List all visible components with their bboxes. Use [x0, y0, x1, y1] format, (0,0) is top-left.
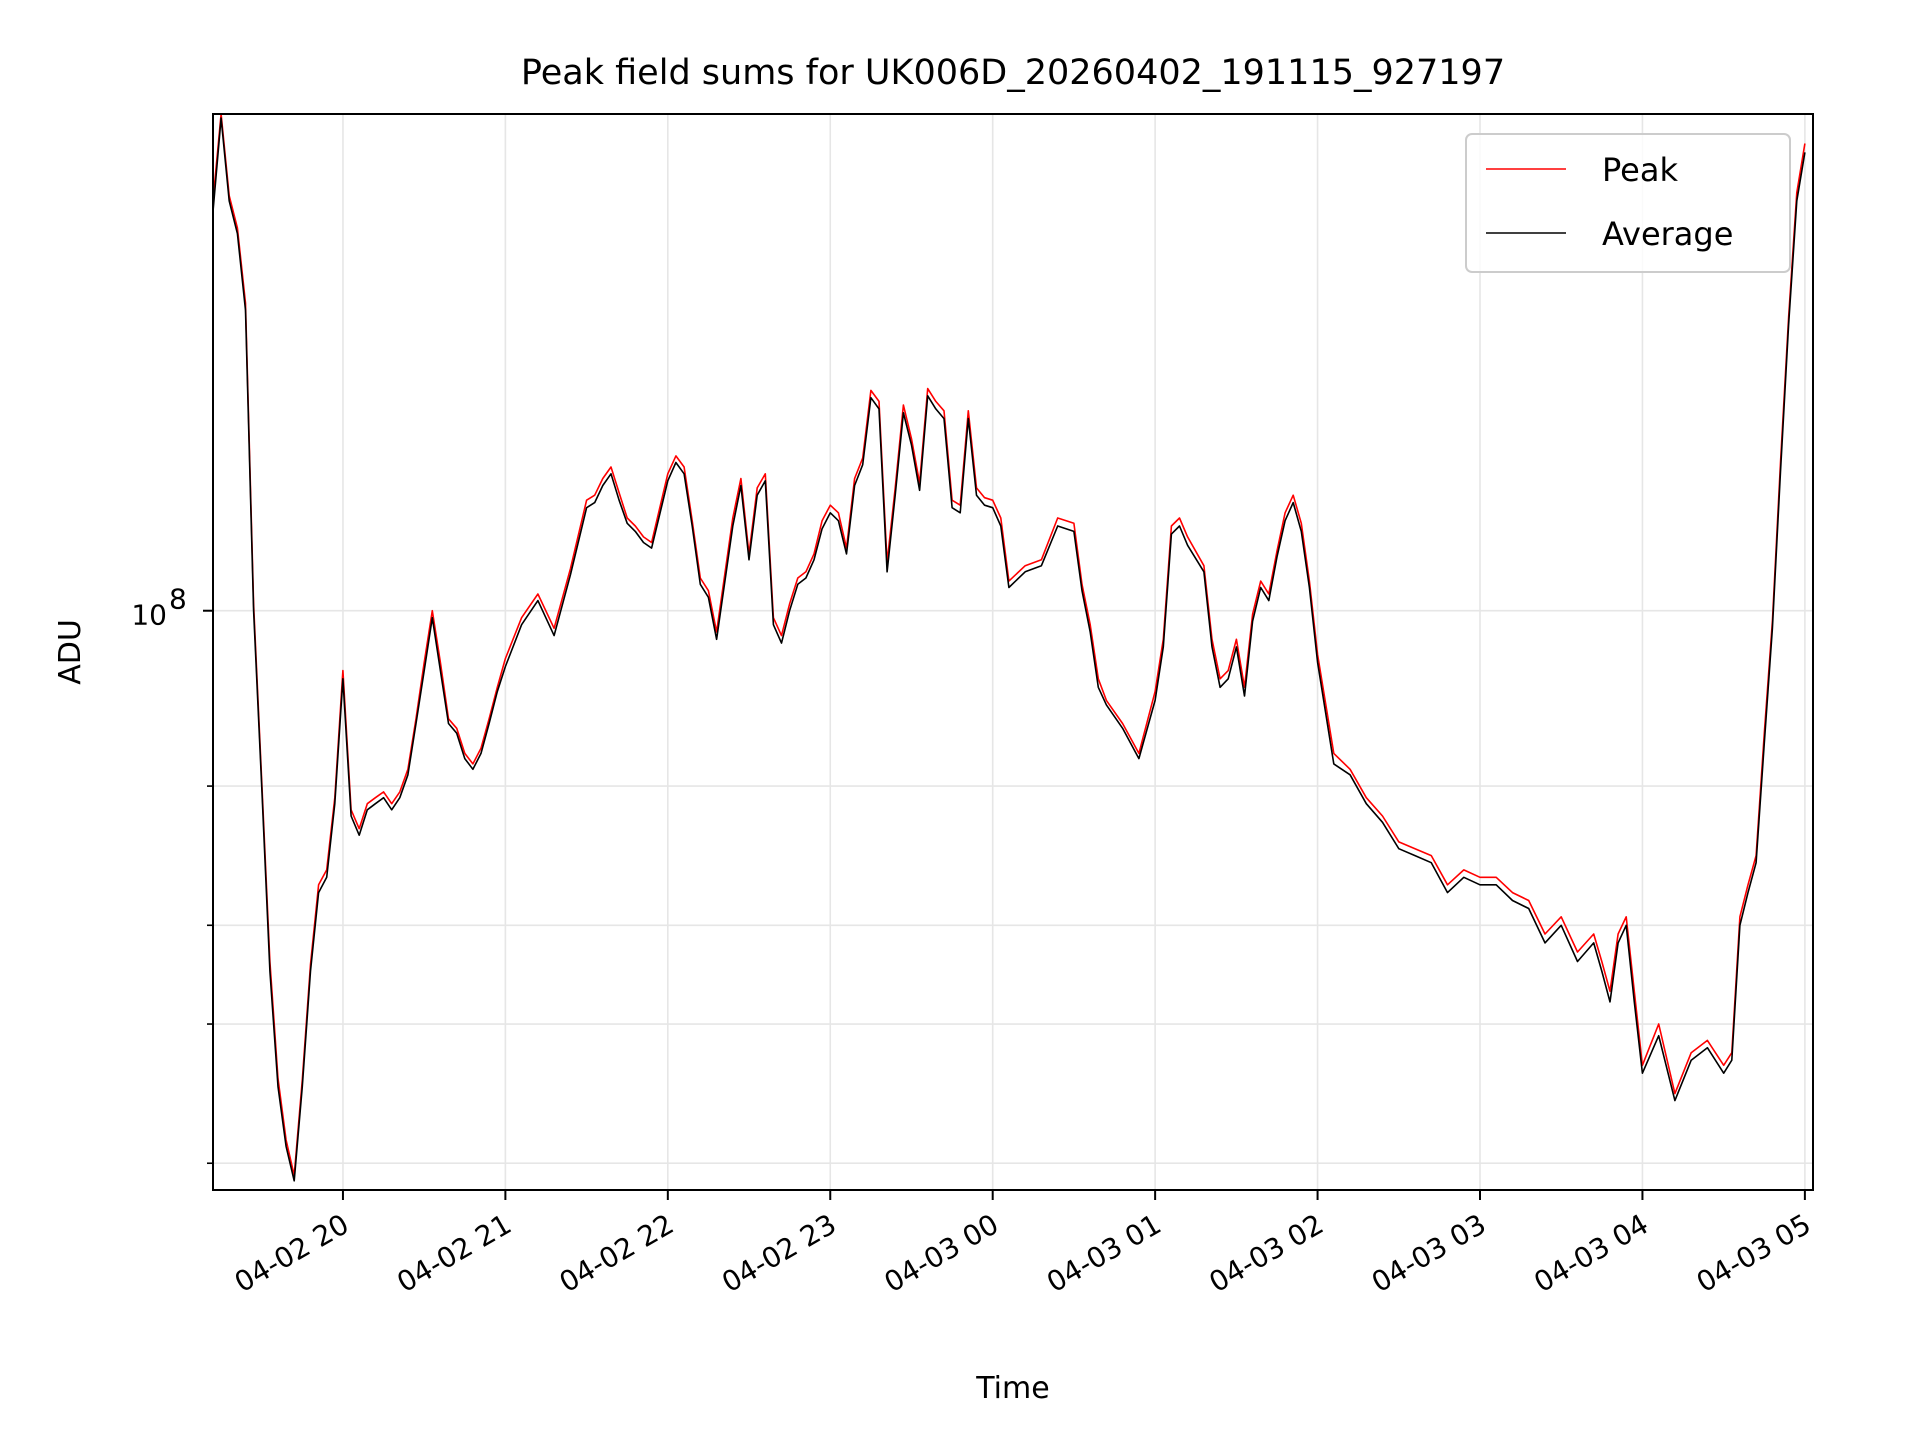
x-axis-label: Time: [975, 1371, 1049, 1406]
chart-title: Peak field sums for UK006D_20260402_1911…: [521, 53, 1505, 93]
legend: Peak Average: [1465, 133, 1791, 273]
y-tick-label-base: 10: [131, 599, 167, 632]
grid: [213, 114, 1813, 1190]
series-layer: [213, 114, 1806, 1182]
series-line-peak: [213, 114, 1806, 1177]
series-line-average: [213, 117, 1806, 1182]
y-tick-label-exponent: 8: [169, 583, 187, 616]
legend-label-average: Average: [1602, 215, 1733, 253]
y-axis-label: ADU: [53, 619, 88, 685]
y-axis: 10 8: [131, 583, 213, 1165]
plot-frame: [212, 113, 1814, 1191]
legend-label-peak: Peak: [1602, 151, 1678, 189]
